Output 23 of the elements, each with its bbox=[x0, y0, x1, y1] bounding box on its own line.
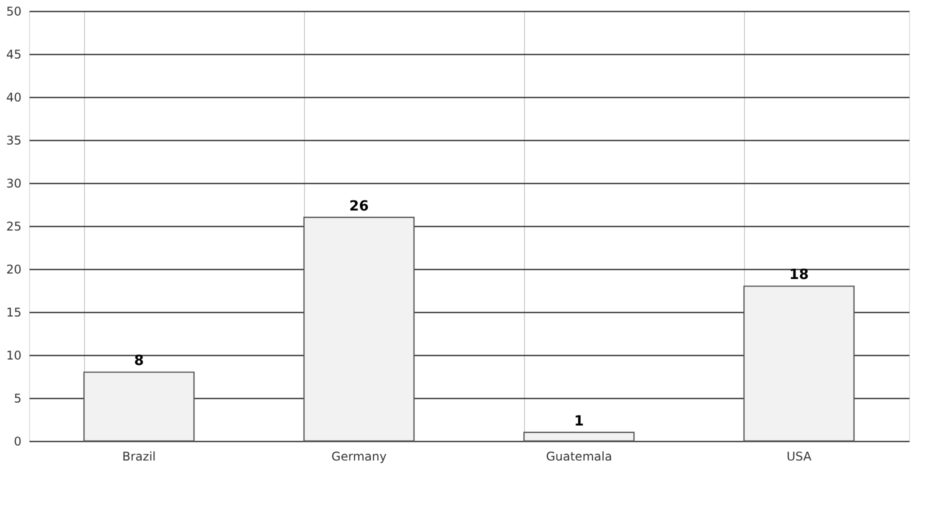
y-tick-label: 20 bbox=[6, 262, 22, 276]
y-tick-label: 50 bbox=[6, 4, 22, 18]
data-label: 1 bbox=[574, 413, 584, 430]
y-tick-label: 45 bbox=[6, 48, 22, 62]
bar bbox=[743, 286, 855, 442]
y-tick-label: 10 bbox=[6, 348, 22, 362]
y-tick-label: 30 bbox=[6, 176, 22, 190]
bar bbox=[303, 216, 415, 442]
y-tick-label: 40 bbox=[6, 90, 22, 104]
data-label: 8 bbox=[134, 353, 144, 370]
y-tick-label: 25 bbox=[6, 220, 22, 234]
x-tick-label: Brazil bbox=[122, 450, 156, 464]
data-label: 18 bbox=[789, 267, 809, 284]
y-tick-label: 15 bbox=[6, 306, 22, 320]
x-tick-label: USA bbox=[786, 450, 812, 464]
y-tick-label: 0 bbox=[14, 434, 22, 448]
bar bbox=[523, 432, 635, 442]
x-tick-label: Guatemala bbox=[546, 450, 612, 464]
y-tick-label: 5 bbox=[14, 392, 22, 406]
data-label: 26 bbox=[349, 198, 369, 214]
x-tick-label: Germany bbox=[331, 450, 387, 464]
y-tick-label: 35 bbox=[6, 134, 22, 148]
bar bbox=[83, 372, 195, 442]
